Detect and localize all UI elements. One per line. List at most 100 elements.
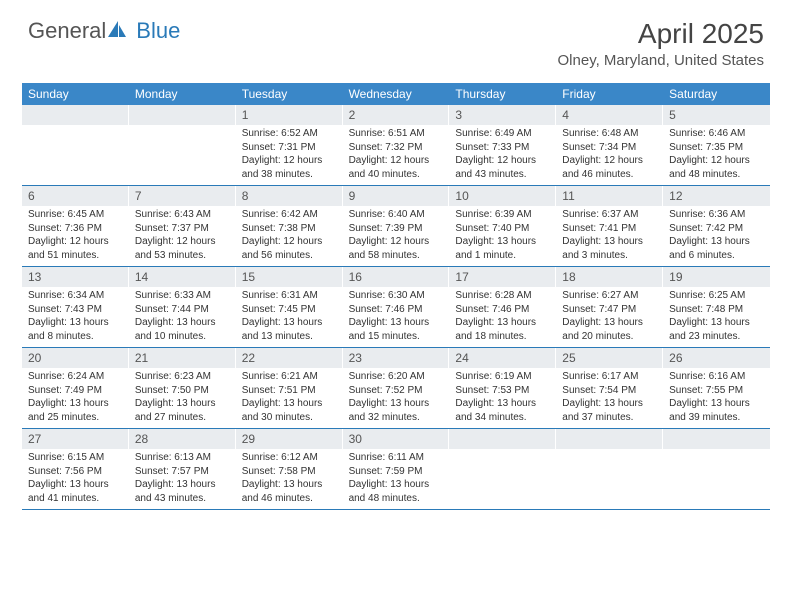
sunrise-text: Sunrise: 6:37 AM <box>562 208 657 222</box>
sunrise-text: Sunrise: 6:31 AM <box>242 289 337 303</box>
day-content: Sunrise: 6:36 AMSunset: 7:42 PMDaylight:… <box>663 206 770 266</box>
calendar: SundayMondayTuesdayWednesdayThursdayFrid… <box>22 83 770 510</box>
day-content: Sunrise: 6:40 AMSunset: 7:39 PMDaylight:… <box>343 206 450 266</box>
day-cell: 10Sunrise: 6:39 AMSunset: 7:40 PMDayligh… <box>449 186 556 266</box>
sunset-text: Sunset: 7:44 PM <box>135 303 230 317</box>
daylight-text: Daylight: 13 hours and 13 minutes. <box>242 316 337 343</box>
day-number: 15 <box>236 267 343 287</box>
day-cell: 28Sunrise: 6:13 AMSunset: 7:57 PMDayligh… <box>129 429 236 509</box>
day-content: Sunrise: 6:19 AMSunset: 7:53 PMDaylight:… <box>449 368 556 428</box>
day-cell: 15Sunrise: 6:31 AMSunset: 7:45 PMDayligh… <box>236 267 343 347</box>
daylight-text: Daylight: 12 hours and 53 minutes. <box>135 235 230 262</box>
day-number: 10 <box>449 186 556 206</box>
day-content: Sunrise: 6:51 AMSunset: 7:32 PMDaylight:… <box>343 125 450 185</box>
sunset-text: Sunset: 7:36 PM <box>28 222 123 236</box>
sunrise-text: Sunrise: 6:36 AM <box>669 208 764 222</box>
day-number: 16 <box>343 267 450 287</box>
sunrise-text: Sunrise: 6:30 AM <box>349 289 444 303</box>
sunset-text: Sunset: 7:59 PM <box>349 465 444 479</box>
day-number: 18 <box>556 267 663 287</box>
week-row: 1Sunrise: 6:52 AMSunset: 7:31 PMDaylight… <box>22 105 770 186</box>
daylight-text: Daylight: 13 hours and 32 minutes. <box>349 397 444 424</box>
day-cell <box>22 105 129 185</box>
day-cell: 4Sunrise: 6:48 AMSunset: 7:34 PMDaylight… <box>556 105 663 185</box>
week-row: 6Sunrise: 6:45 AMSunset: 7:36 PMDaylight… <box>22 186 770 267</box>
daylight-text: Daylight: 12 hours and 48 minutes. <box>669 154 764 181</box>
sail-icon <box>106 19 128 44</box>
day-content: Sunrise: 6:27 AMSunset: 7:47 PMDaylight:… <box>556 287 663 347</box>
day-cell: 8Sunrise: 6:42 AMSunset: 7:38 PMDaylight… <box>236 186 343 266</box>
sunrise-text: Sunrise: 6:12 AM <box>242 451 337 465</box>
week-row: 20Sunrise: 6:24 AMSunset: 7:49 PMDayligh… <box>22 348 770 429</box>
day-header-row: SundayMondayTuesdayWednesdayThursdayFrid… <box>22 83 770 105</box>
day-cell: 19Sunrise: 6:25 AMSunset: 7:48 PMDayligh… <box>663 267 770 347</box>
day-cell: 22Sunrise: 6:21 AMSunset: 7:51 PMDayligh… <box>236 348 343 428</box>
day-number: 12 <box>663 186 770 206</box>
daylight-text: Daylight: 12 hours and 56 minutes. <box>242 235 337 262</box>
day-cell: 26Sunrise: 6:16 AMSunset: 7:55 PMDayligh… <box>663 348 770 428</box>
day-content: Sunrise: 6:16 AMSunset: 7:55 PMDaylight:… <box>663 368 770 428</box>
sunrise-text: Sunrise: 6:23 AM <box>135 370 230 384</box>
day-cell <box>449 429 556 509</box>
daylight-text: Daylight: 13 hours and 3 minutes. <box>562 235 657 262</box>
day-number: 30 <box>343 429 450 449</box>
daylight-text: Daylight: 13 hours and 10 minutes. <box>135 316 230 343</box>
sunrise-text: Sunrise: 6:43 AM <box>135 208 230 222</box>
sunset-text: Sunset: 7:33 PM <box>455 141 550 155</box>
day-cell: 27Sunrise: 6:15 AMSunset: 7:56 PMDayligh… <box>22 429 129 509</box>
sunset-text: Sunset: 7:52 PM <box>349 384 444 398</box>
sunrise-text: Sunrise: 6:34 AM <box>28 289 123 303</box>
day-number: 1 <box>236 105 343 125</box>
day-number: 21 <box>129 348 236 368</box>
sunrise-text: Sunrise: 6:20 AM <box>349 370 444 384</box>
sunset-text: Sunset: 7:46 PM <box>455 303 550 317</box>
day-cell: 24Sunrise: 6:19 AMSunset: 7:53 PMDayligh… <box>449 348 556 428</box>
day-content: Sunrise: 6:12 AMSunset: 7:58 PMDaylight:… <box>236 449 343 509</box>
day-cell: 3Sunrise: 6:49 AMSunset: 7:33 PMDaylight… <box>449 105 556 185</box>
daylight-text: Daylight: 12 hours and 38 minutes. <box>242 154 337 181</box>
location-text: Olney, Maryland, United States <box>558 52 764 69</box>
sunrise-text: Sunrise: 6:15 AM <box>28 451 123 465</box>
day-content: Sunrise: 6:11 AMSunset: 7:59 PMDaylight:… <box>343 449 450 509</box>
day-number: 2 <box>343 105 450 125</box>
sunrise-text: Sunrise: 6:16 AM <box>669 370 764 384</box>
daylight-text: Daylight: 12 hours and 51 minutes. <box>28 235 123 262</box>
day-content: Sunrise: 6:21 AMSunset: 7:51 PMDaylight:… <box>236 368 343 428</box>
daylight-text: Daylight: 12 hours and 46 minutes. <box>562 154 657 181</box>
sunset-text: Sunset: 7:38 PM <box>242 222 337 236</box>
day-number: 7 <box>129 186 236 206</box>
daylight-text: Daylight: 13 hours and 30 minutes. <box>242 397 337 424</box>
daylight-text: Daylight: 13 hours and 34 minutes. <box>455 397 550 424</box>
sunset-text: Sunset: 7:40 PM <box>455 222 550 236</box>
day-content: Sunrise: 6:49 AMSunset: 7:33 PMDaylight:… <box>449 125 556 185</box>
day-number: 23 <box>343 348 450 368</box>
sunrise-text: Sunrise: 6:33 AM <box>135 289 230 303</box>
day-cell: 17Sunrise: 6:28 AMSunset: 7:46 PMDayligh… <box>449 267 556 347</box>
logo-text-part1: General <box>28 18 106 44</box>
day-content: Sunrise: 6:33 AMSunset: 7:44 PMDaylight:… <box>129 287 236 347</box>
day-number: 24 <box>449 348 556 368</box>
day-number: 3 <box>449 105 556 125</box>
sunrise-text: Sunrise: 6:27 AM <box>562 289 657 303</box>
daylight-text: Daylight: 13 hours and 25 minutes. <box>28 397 123 424</box>
day-content: Sunrise: 6:43 AMSunset: 7:37 PMDaylight:… <box>129 206 236 266</box>
sunset-text: Sunset: 7:58 PM <box>242 465 337 479</box>
sunrise-text: Sunrise: 6:48 AM <box>562 127 657 141</box>
day-cell: 12Sunrise: 6:36 AMSunset: 7:42 PMDayligh… <box>663 186 770 266</box>
month-title: April 2025 <box>558 18 764 50</box>
sunset-text: Sunset: 7:39 PM <box>349 222 444 236</box>
day-content: Sunrise: 6:34 AMSunset: 7:43 PMDaylight:… <box>22 287 129 347</box>
daylight-text: Daylight: 13 hours and 48 minutes. <box>349 478 444 505</box>
day-cell: 18Sunrise: 6:27 AMSunset: 7:47 PMDayligh… <box>556 267 663 347</box>
day-number: 13 <box>22 267 129 287</box>
day-number: 8 <box>236 186 343 206</box>
sunset-text: Sunset: 7:42 PM <box>669 222 764 236</box>
daylight-text: Daylight: 13 hours and 15 minutes. <box>349 316 444 343</box>
day-cell: 13Sunrise: 6:34 AMSunset: 7:43 PMDayligh… <box>22 267 129 347</box>
sunrise-text: Sunrise: 6:28 AM <box>455 289 550 303</box>
day-content: Sunrise: 6:23 AMSunset: 7:50 PMDaylight:… <box>129 368 236 428</box>
day-number <box>129 105 236 125</box>
day-cell: 5Sunrise: 6:46 AMSunset: 7:35 PMDaylight… <box>663 105 770 185</box>
day-content: Sunrise: 6:15 AMSunset: 7:56 PMDaylight:… <box>22 449 129 509</box>
daylight-text: Daylight: 13 hours and 23 minutes. <box>669 316 764 343</box>
